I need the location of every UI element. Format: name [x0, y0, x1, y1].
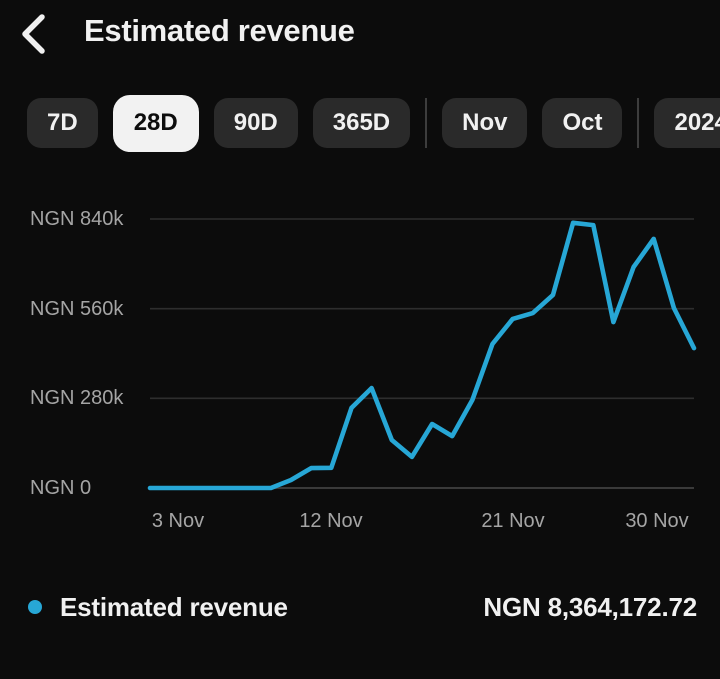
chevron-left-icon — [12, 8, 60, 56]
filter-chip-7d[interactable]: 7D — [27, 98, 98, 148]
filter-chip-365d[interactable]: 365D — [312, 98, 411, 148]
revenue-series-line — [147, 220, 697, 491]
filter-chip-28d[interactable]: 28D — [112, 94, 199, 152]
x-axis-label: 21 Nov — [481, 510, 545, 532]
filter-chip-oct[interactable]: Oct — [542, 98, 623, 148]
filter-chip-2024[interactable]: 2024 — [654, 98, 720, 148]
y-axis-label: NGN 840k — [30, 208, 124, 230]
filter-chip-90d[interactable]: 90D — [213, 98, 298, 148]
legend-row: Estimated revenue NGN 8,364,172.72 — [0, 589, 720, 625]
back-button[interactable] — [12, 8, 60, 56]
y-axis-label: NGN 0 — [30, 477, 92, 499]
x-axis-label: 12 Nov — [299, 510, 363, 532]
legend-label: Estimated revenue — [60, 591, 288, 622]
page-title: Estimated revenue — [84, 13, 355, 48]
filter-chip-nov[interactable]: Nov — [442, 98, 528, 148]
time-range-chip-row[interactable]: 7D 28D 90D 365D Nov Oct 2024 — [0, 93, 720, 153]
y-axis-label: NGN 560k — [30, 298, 124, 320]
chip-group-divider — [425, 98, 428, 148]
legend-value: NGN 8,364,172.72 — [483, 591, 697, 622]
x-axis-label: 30 Nov — [625, 510, 689, 532]
x-axis-label: 3 Nov — [151, 510, 205, 532]
chip-group-divider — [637, 98, 640, 148]
header: Estimated revenue — [0, 0, 720, 66]
series-marker-dot — [28, 600, 42, 614]
y-axis-label: NGN 280k — [30, 387, 124, 409]
